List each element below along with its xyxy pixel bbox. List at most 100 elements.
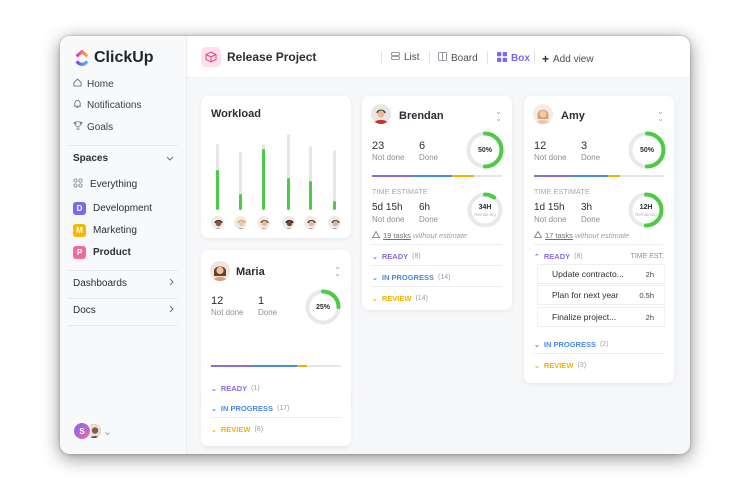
workload-bar[interactable] xyxy=(333,150,336,210)
te-done: 6h xyxy=(419,202,431,213)
sidebar-item-label: Marketing xyxy=(93,224,137,236)
group-label: IN PROGRESS xyxy=(543,340,596,349)
avatar xyxy=(210,215,225,230)
divider xyxy=(429,51,430,64)
collapse-icon[interactable]: ⌄ ⌄ xyxy=(657,107,664,123)
sidebar-item-home[interactable]: Home xyxy=(73,77,114,91)
sidebar-item-goals[interactable]: Goals xyxy=(73,120,113,134)
group-review[interactable]: ⌄ REVIEW (14) xyxy=(372,294,502,303)
group-label: REVIEW xyxy=(220,425,251,434)
task-time: 2h xyxy=(645,269,654,279)
topbar: Release Project List Board Box + Add vie… xyxy=(187,36,690,78)
chevron-down-icon: ⌄ xyxy=(534,341,540,349)
group-review[interactable]: ⌄ REVIEW (8) xyxy=(211,425,341,434)
done-count: 6 xyxy=(419,140,426,152)
tab-box[interactable]: Box xyxy=(497,52,530,65)
chevron-down-icon: ⌄ xyxy=(534,362,540,370)
progress-ring: 50% xyxy=(628,131,666,169)
bell-icon xyxy=(73,99,87,112)
clickup-logo[interactable]: ClickUp xyxy=(74,47,154,69)
chevron-down-icon[interactable] xyxy=(166,153,174,164)
space-badge: D xyxy=(73,201,86,215)
sidebar-item-everything[interactable]: Everything xyxy=(73,177,137,191)
progress-label: 50% xyxy=(639,146,654,154)
sidebar-item-development[interactable]: D Development xyxy=(73,201,152,215)
progress-bar-in-progress xyxy=(251,365,297,367)
warning-text: without estimate xyxy=(413,231,468,240)
ring-fill xyxy=(467,192,503,228)
user-switcher[interactable]: S xyxy=(73,422,110,440)
person-card-amy: Amy ⌄ ⌄ 12 Not done 3 Done 50% TIME ESTIM… xyxy=(524,96,674,383)
avatar xyxy=(210,261,230,281)
avatar xyxy=(533,104,553,124)
group-ready[interactable]: ⌄ READY (8) xyxy=(372,252,502,261)
sidebar-item-label: Notifications xyxy=(87,99,142,111)
task-row[interactable]: Plan for next year 0.5h xyxy=(538,286,664,304)
chevron-right-icon xyxy=(169,278,174,289)
avatar xyxy=(233,215,248,230)
divider xyxy=(534,51,535,64)
progress-bar-in-progress xyxy=(570,175,608,177)
sidebar-item-docs[interactable]: Docs xyxy=(73,305,174,316)
time-estimate-label: TIME ESTIMATE xyxy=(372,189,428,196)
group-label: READY xyxy=(381,252,409,261)
chevron-down-icon: ⌄ xyxy=(372,274,378,282)
person-card-maria-groups: ⌄ IN PROGRESS (17) ⌄ REVIEW (8) xyxy=(201,392,351,446)
avatar xyxy=(281,215,296,230)
task-row[interactable]: Finalize project... 2h xyxy=(538,308,664,326)
progress-bar-rest xyxy=(620,175,664,177)
te-done: 3h xyxy=(581,202,593,213)
workload-bar[interactable] xyxy=(216,144,219,210)
progress-label: 50% xyxy=(477,146,492,154)
tasks-link[interactable]: 17 tasks xyxy=(545,231,573,240)
done-label: Done xyxy=(258,308,278,317)
tab-label: List xyxy=(404,52,420,63)
divider xyxy=(372,286,502,287)
sidebar: ClickUp Home Notifications Goals Spaces xyxy=(60,36,187,454)
person-card-maria: Maria ⌄ ⌄ 12 Not done 1 Done 25% ⌄ READY … xyxy=(201,250,351,409)
space-badge: P xyxy=(73,245,86,259)
avatar xyxy=(327,215,342,230)
warning-icon xyxy=(371,230,381,240)
avatar xyxy=(371,104,391,124)
sidebar-item-notifications[interactable]: Notifications xyxy=(73,98,141,112)
task-row[interactable]: Update contracto... 2h xyxy=(538,265,664,283)
workload-bar[interactable] xyxy=(262,144,265,210)
group-in-progress[interactable]: ⌄ IN PROGRESS (2) xyxy=(534,340,664,349)
time-ring-sub: Remaining xyxy=(474,211,496,217)
sidebar-item-product[interactable]: P Product xyxy=(73,245,131,259)
group-in-progress[interactable]: ⌄ IN PROGRESS (17) xyxy=(211,404,341,413)
divider xyxy=(372,265,502,266)
sidebar-item-marketing[interactable]: M Marketing xyxy=(73,223,137,237)
group-ready[interactable]: ⌃ READY (8) TIME EST. xyxy=(534,252,664,261)
sidebar-item-label: Goals xyxy=(87,121,114,133)
workload-bar[interactable] xyxy=(309,146,312,210)
workload-card: Workload xyxy=(201,96,351,238)
divider xyxy=(68,325,178,326)
progress-bar-rest xyxy=(474,175,502,177)
workload-bar[interactable] xyxy=(239,152,242,210)
done-label: Done xyxy=(581,153,601,162)
ring-fill xyxy=(466,131,504,169)
divider xyxy=(68,298,178,299)
add-view-button[interactable]: + Add view xyxy=(542,52,594,66)
tab-list[interactable]: List xyxy=(391,52,420,63)
app-name: ClickUp xyxy=(94,49,154,66)
tasks-link[interactable]: 19 tasks xyxy=(383,231,411,240)
home-icon xyxy=(73,78,87,90)
te-done-label: Done xyxy=(419,215,439,224)
group-review[interactable]: ⌄ REVIEW (3) xyxy=(534,361,664,370)
tab-board[interactable]: Board xyxy=(438,52,478,64)
ring-fill xyxy=(628,131,666,169)
not-done-label: Not done xyxy=(211,308,244,317)
spaces-header[interactable]: Spaces xyxy=(73,153,174,164)
group-ready[interactable]: ⌄ READY (1) xyxy=(211,384,341,393)
group-label: REVIEW xyxy=(543,361,574,370)
group-in-progress[interactable]: ⌄ IN PROGRESS (14) xyxy=(372,273,502,282)
sidebar-item-dashboards[interactable]: Dashboards xyxy=(73,278,174,289)
collapse-icon[interactable]: ⌄ ⌄ xyxy=(334,262,341,278)
person-card-brendan: Brendan ⌄ ⌄ 23 Not done 6 Done 50% TIME E… xyxy=(362,96,512,310)
collapse-icon[interactable]: ⌄ ⌄ xyxy=(495,107,502,123)
workload-bar[interactable] xyxy=(287,134,290,210)
workload-bar-fill xyxy=(309,181,312,210)
